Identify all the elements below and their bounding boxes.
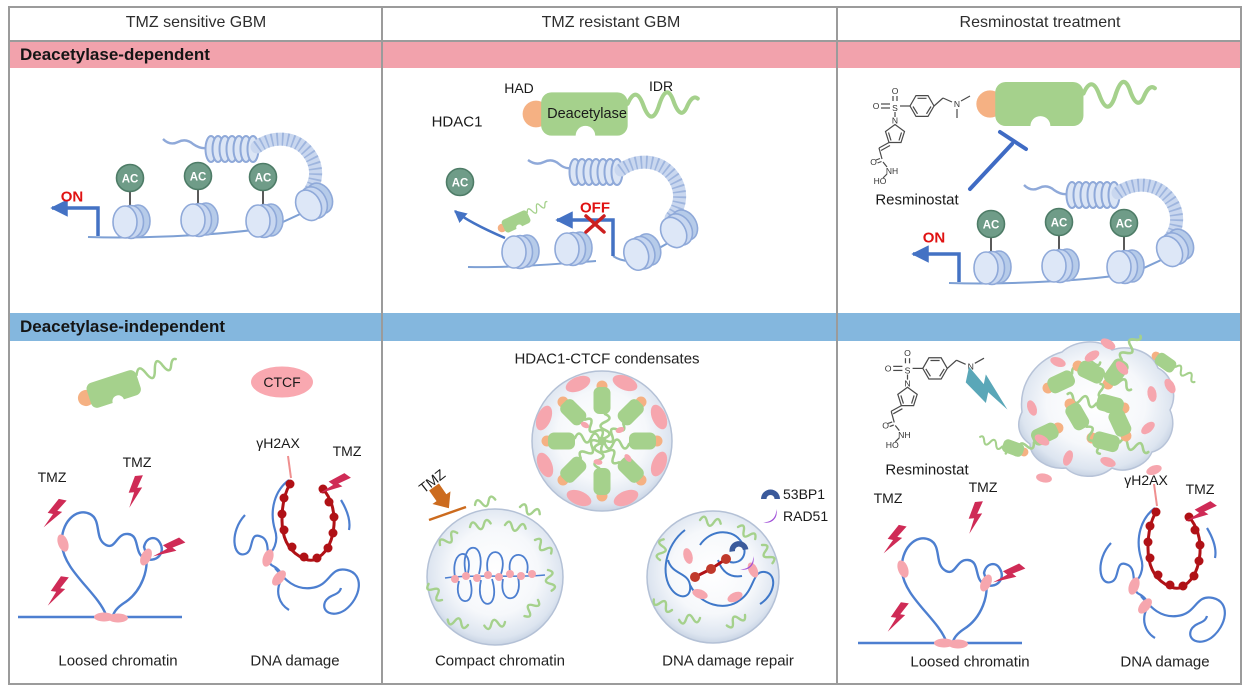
header-divider — [8, 40, 1242, 42]
label-idr: IDR — [648, 78, 674, 94]
banner-dependent-label: Deacetylase-dependent — [20, 45, 210, 64]
panel-resminostat-dependent — [869, 82, 1199, 285]
panel-tmz-sensitive-dependent — [52, 136, 338, 239]
caption-loosed-chromatin: Loosed chromatin — [910, 653, 1030, 671]
label-resminostat: Resminostat — [875, 191, 959, 209]
legend-53bp1: 53BP1 — [783, 486, 826, 502]
label-tmz: TMZ — [122, 454, 152, 470]
panel-resminostat-independent — [858, 330, 1225, 649]
label-tmz: TMZ — [968, 479, 998, 495]
label-off: OFF — [580, 199, 610, 217]
label-resminostat: Resminostat — [885, 461, 969, 479]
label-on: ON — [60, 188, 84, 206]
column-divider-2 — [836, 6, 838, 685]
repair-circle — [646, 510, 780, 644]
caption-dna-damage: DNA damage — [250, 652, 340, 670]
inhibition-bar — [998, 130, 1028, 151]
label-gamma-h2ax: γH2AX — [256, 435, 300, 451]
legend-rad51: RAD51 — [783, 508, 829, 524]
dissolving-condensate-contents — [977, 330, 1199, 483]
label-tmz: TMZ — [37, 469, 67, 485]
label-condensates-title: HDAC1-CTCF condensates — [514, 350, 700, 368]
condensate-contents — [535, 374, 668, 507]
compact-chromatin-contents — [424, 494, 557, 631]
banner-independent-label: Deacetylase-independent — [20, 317, 226, 336]
resminostat-bolt — [962, 366, 1015, 410]
column-divider-1 — [381, 6, 383, 685]
repair-circle-contents — [650, 514, 778, 631]
caption-compact-chromatin: Compact chromatin — [434, 652, 566, 670]
panel-tmz-resistant-dependent — [445, 92, 705, 275]
label-on: ON — [922, 229, 946, 247]
inhibition-line — [968, 142, 1014, 191]
ctcf-ellipse — [251, 366, 313, 398]
hdac1-eviction-arrow — [454, 210, 506, 240]
caption-dna-damage: DNA damage — [1120, 653, 1210, 671]
label-tmz: TMZ — [332, 443, 362, 459]
banner-deacetylase-independent: Deacetylase-independent — [10, 313, 1240, 341]
panel-tmz-sensitive-independent — [18, 354, 359, 622]
label-had: HAD — [504, 80, 534, 96]
panel-tmz-resistant-independent — [424, 370, 780, 646]
label-tmz: TMZ — [873, 490, 903, 506]
label-ctcf: CTCF — [263, 374, 301, 390]
header-col1: TMZ sensitive GBM — [125, 14, 267, 31]
tmz-block-arrow — [429, 483, 451, 509]
gene-off-arrow — [555, 211, 615, 256]
label-deacetylase: Deacetylase — [547, 105, 627, 122]
caption-dna-damage-repair: DNA damage repair — [662, 652, 794, 670]
label-hdac1: HDAC1 — [431, 113, 483, 131]
dissolving-condensate — [1017, 341, 1175, 477]
banner-deacetylase-dependent: Deacetylase-dependent — [10, 42, 1240, 68]
tmz-block-line — [428, 505, 467, 522]
label-tmz: TMZ — [1185, 481, 1215, 497]
off-cross-icon — [584, 214, 606, 234]
header-col3: Resminostat treatment — [959, 14, 1121, 31]
caption-loosed-chromatin: Loosed chromatin — [58, 652, 178, 670]
header-col2: TMZ resistant GBM — [541, 14, 681, 31]
label-gamma-h2ax: γH2AX — [1124, 472, 1168, 488]
